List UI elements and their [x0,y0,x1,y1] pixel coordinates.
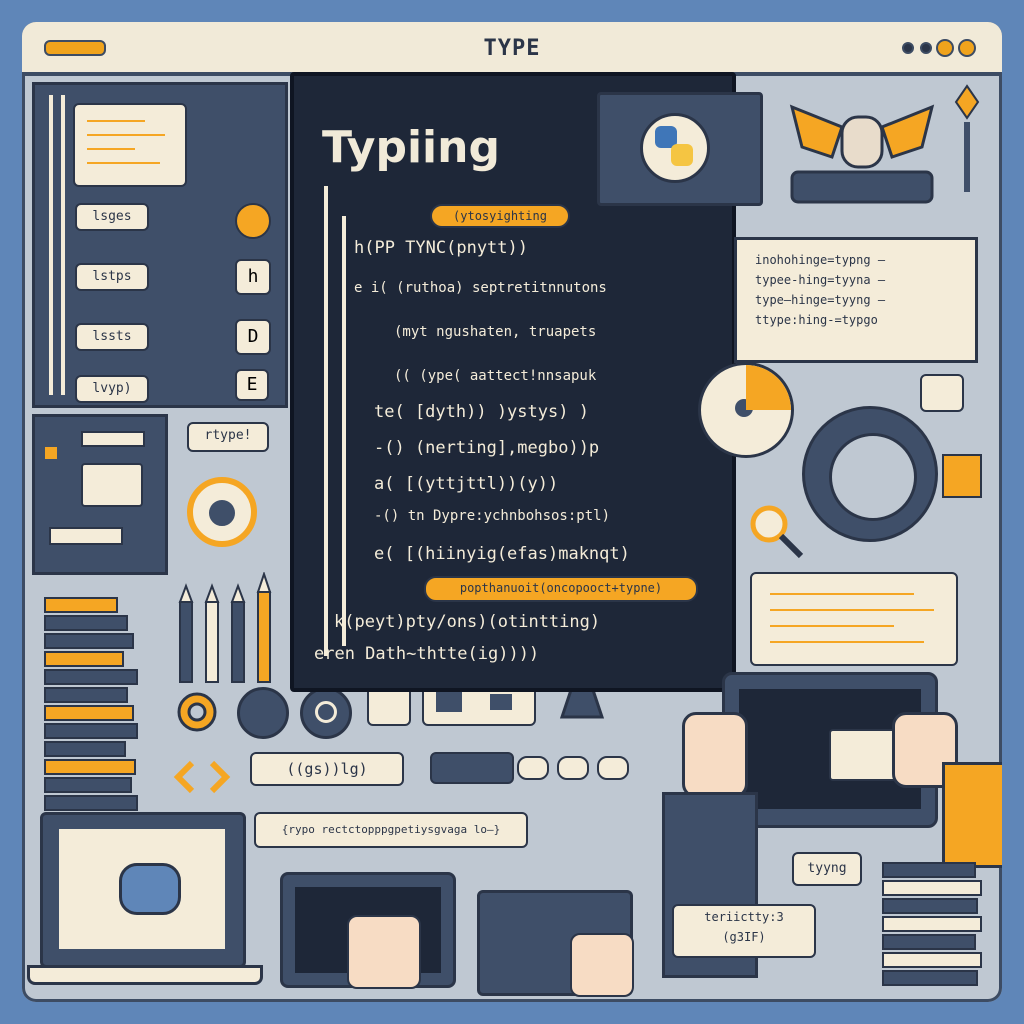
python-logo-icon [640,113,710,183]
widget-bar [49,527,123,545]
code-gutter-line [324,186,328,656]
small-tag [920,374,964,412]
code-line: -() tn Dypre:ychnbohsos:ptl) [374,508,611,524]
chain-icon [517,752,637,780]
d-icon[interactable]: D [235,319,271,355]
sidebar-item-label: lsges [75,203,149,231]
type-hint-card: inohohinge=typng — typee-hing=tyyna — ty… [734,237,978,363]
code-line: h(PP TYNC(pnytt)) [354,238,528,258]
sidebar-item-label: lssts [75,323,149,351]
hand-icon [682,712,748,798]
note-card [73,103,187,187]
code-line: -() (nerting],megbo))p [374,438,600,458]
code-line: e( [(hiinyig(efas)maknqt) [374,544,630,564]
laptop-display [59,829,225,949]
chat-bubble-icon [119,863,181,915]
notes-card [750,572,958,666]
widget-card [81,463,143,507]
laptop-screen [40,812,246,968]
pencil-icon [61,95,65,395]
e-icon[interactable]: E [235,369,269,401]
code-line: k(peyt)pty/ons)(otintting) [334,612,601,632]
sleeve [942,762,1002,868]
square-icon [45,447,57,459]
hint-line: ttype:hing-=typgo [755,313,878,327]
window-title: TYPE [483,36,541,61]
code-line: (myt ngushaten, truapets [394,324,597,340]
code-highlight-tag: (ytosyighting [430,204,570,228]
sidebar-item-sets[interactable]: lssts [75,323,149,351]
hint-line: inohohinge=typng — [755,253,886,267]
app-window: TYPE lsges lstps h lssts D [22,22,1002,1002]
sidebar-item-tips[interactable]: lstps [75,263,149,291]
grid-icon [942,454,982,498]
gear-icon[interactable] [172,687,222,737]
sidebar-item-label: lvyp) [75,375,149,403]
pin-icon [954,84,980,192]
connector-icon [430,752,514,784]
sidebar-item-label: lstps [75,263,149,291]
hand-icon [570,933,634,997]
record-icon[interactable] [300,687,352,739]
code-line: eren Dath~thtte(ig)))) [314,644,540,664]
hint-line: type—hinge=tyyng — [755,293,886,307]
note-lines-icon [87,120,165,164]
code-line: e i( (ruthoa) septretitnnutons [354,280,607,296]
sidebar-panel: lsges lstps h lssts D lvyp) E [32,82,288,408]
title-bar: TYPE [22,22,1002,76]
glyph-tag: ((gs))lg) [250,752,404,786]
code-line: (( (ype( aattect!nnsapuk [394,368,597,384]
note-lines-icon [770,593,934,643]
book-stack-icon [882,862,982,988]
code-gutter-line [342,216,346,646]
stop-icon[interactable] [490,694,512,710]
page-title: Typiing [322,122,500,173]
target-center-icon [206,497,238,529]
h-icon[interactable]: h [235,259,271,295]
book-stack-icon [44,597,139,813]
python-panel [597,92,763,206]
keyboard-icon [477,890,634,997]
code-highlight-tag: popthanuoit(oncopooct+typne) [424,576,698,602]
info-card-line: (g3IF) [722,930,766,944]
widget-bar [81,431,145,447]
target-icon[interactable] [187,477,257,547]
tablet-device [280,872,456,989]
code-editor[interactable]: (ytosyighting h(PP TYNC(pnytt)) e i( (ru… [290,72,736,692]
info-card: teriictty:3 (g3IF) [672,904,816,958]
play-icon[interactable] [436,692,462,712]
pencil-icon [49,95,53,395]
code-line: a( [(yttjttl))(y)) [374,474,559,494]
hint-line: typee-hing=tyyna — [755,273,886,287]
disc-icon[interactable] [698,362,794,458]
sidebar-item-types[interactable]: lsges [75,203,149,231]
pencils-icon [178,572,272,683]
window-dot-icon[interactable] [920,42,932,54]
window-pill-icon[interactable] [44,40,106,56]
typing-bubble: tyyng [792,852,862,886]
info-card-line: teriictty:3 [704,910,784,924]
dial-icon[interactable] [802,406,938,542]
hand-icon [347,915,421,989]
sidebar-item-type[interactable]: lvyp) [75,375,149,403]
widget-panel [32,414,168,575]
code-line: te( [dyth)) )ystys) ) [374,402,589,422]
laptop-base [27,965,263,985]
bracket-line: {rypo rectctopppgpetiysgvaga lo—} [254,812,528,848]
window-dot-icon[interactable] [902,42,914,54]
butterfly-mascot-icon [789,104,935,204]
rtype-tag: rtype! [187,422,269,452]
h-round-icon[interactable] [237,687,289,739]
swap-arrows-icon[interactable] [172,757,232,797]
magnifier-icon[interactable] [747,502,807,562]
minimize-button[interactable] [936,39,954,57]
close-button[interactable] [958,39,976,57]
circle-icon[interactable] [235,203,271,239]
